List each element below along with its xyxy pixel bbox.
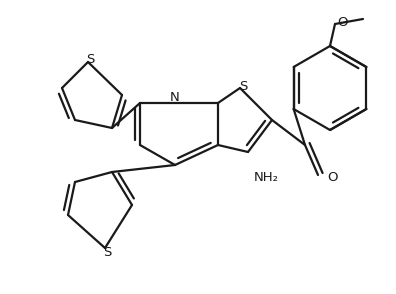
Text: O: O [337, 16, 347, 29]
Text: S: S [239, 79, 247, 93]
Text: N: N [170, 91, 180, 103]
Text: S: S [103, 245, 111, 258]
Text: S: S [86, 53, 94, 66]
Text: NH₂: NH₂ [253, 171, 278, 183]
Text: O: O [328, 171, 338, 183]
